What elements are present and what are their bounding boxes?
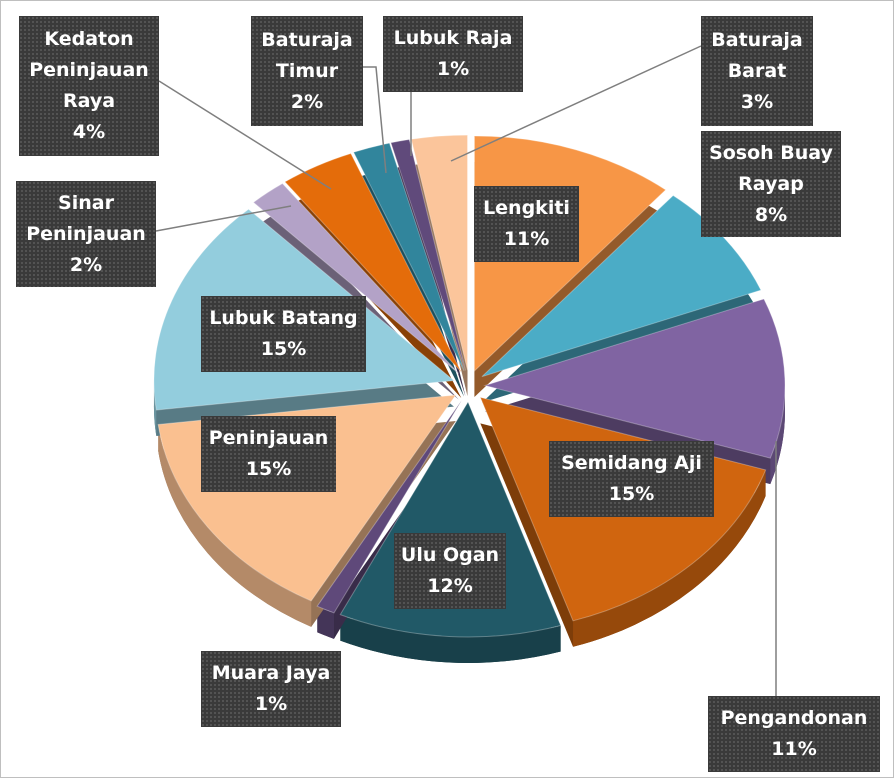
label-name: Lengkiti (483, 197, 570, 219)
label-name: Pengandonan (720, 707, 868, 729)
label-value: 11% (503, 228, 550, 250)
pie-slice (252, 182, 460, 375)
label-value: 2% (69, 253, 103, 276)
label-name: Sosoh Buay Rayap (709, 141, 833, 195)
data-label: Lubuk Batang 15% (201, 296, 366, 372)
label-name: Baturaja Barat (711, 28, 803, 82)
slice-depth (573, 469, 766, 647)
data-label: Lubuk Raja 1% (383, 16, 523, 92)
label-value: 2% (290, 90, 324, 113)
pie-slice (284, 152, 462, 373)
leader-line (450, 45, 702, 162)
data-label: Baturaja Barat 3% (701, 16, 813, 126)
label-name: Kedaton Peninjauan Raya (29, 28, 149, 112)
leader-line (158, 80, 332, 190)
label-name: Peninjauan (208, 427, 329, 449)
data-label: Muara Jaya 1% (201, 651, 341, 727)
data-label: Kedaton Peninjauan Raya 4% (19, 16, 159, 156)
data-label: Lengkiti 11% (474, 186, 579, 262)
data-label: Pengandonan 11% (708, 696, 880, 772)
data-label: Sinar Peninjauan 2% (16, 181, 156, 287)
slice-depth (317, 606, 335, 639)
data-label: Sosoh Buay Rayap 8% (701, 131, 841, 237)
pie-slice (390, 138, 466, 371)
data-label: Semidang Aji 15% (549, 441, 714, 517)
label-name: Muara Jaya (211, 662, 331, 684)
data-label: Peninjauan 15% (201, 416, 336, 492)
label-name: Ulu Ogan (400, 544, 500, 566)
slice-depth (340, 614, 561, 663)
label-name: Semidang Aji (561, 452, 702, 474)
pie-slice (483, 298, 786, 459)
slice-depth (153, 380, 157, 437)
label-name: Baturaja Timur (261, 28, 353, 82)
pie-slice (352, 142, 465, 372)
label-value: 3% (740, 90, 774, 113)
pie-slice (316, 399, 463, 614)
label-value: 15% (608, 483, 655, 505)
label-name: Lubuk Batang (209, 307, 358, 329)
label-value: 15% (245, 458, 292, 480)
data-label: Baturaja Timur 2% (251, 16, 363, 126)
label-name: Sinar Peninjauan (26, 191, 146, 245)
label-value: 1% (436, 58, 470, 80)
label-value: 12% (427, 575, 473, 597)
label-value: 11% (771, 738, 817, 760)
label-value: 15% (260, 338, 307, 360)
label-name: Lubuk Raja (393, 27, 513, 49)
slice-depth (158, 424, 312, 627)
label-value: 4% (72, 121, 106, 143)
label-value: 1% (254, 693, 288, 715)
pie-slice (481, 194, 762, 378)
leader-line (363, 66, 387, 174)
slice-depth (770, 385, 785, 485)
label-value: 8% (754, 203, 788, 226)
leader-line (155, 205, 292, 232)
data-label: Ulu Ogan 12% (394, 533, 506, 609)
